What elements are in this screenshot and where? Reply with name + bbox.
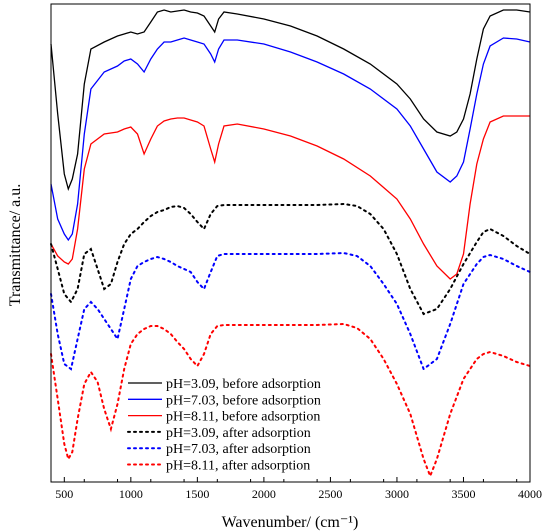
x-tick-label: 3000 bbox=[385, 487, 409, 501]
series-line-2 bbox=[50, 37, 531, 242]
legend-label-3: pH=8.11, before adsorption bbox=[166, 410, 320, 425]
plot-frame bbox=[50, 3, 531, 483]
legend-label-1: pH=3.09, before adsorption bbox=[166, 377, 321, 392]
x-tick-label: 4000 bbox=[518, 487, 542, 501]
legend-label-2: pH=7.03, before adsorption bbox=[166, 393, 321, 408]
series-line-1 bbox=[50, 9, 531, 192]
x-axis: 500 1000 1500 2000 2500 3000 3500 4000 bbox=[50, 477, 542, 501]
legend-label-6: pH=8.11, after adsorption bbox=[166, 459, 310, 474]
plot-lines bbox=[50, 9, 531, 479]
series-line-3 bbox=[50, 115, 530, 280]
x-tick-label: 500 bbox=[55, 487, 73, 501]
x-tick-label: 2000 bbox=[252, 487, 276, 501]
series-line-4 bbox=[50, 202, 531, 316]
x-tick-label: 3500 bbox=[451, 487, 475, 501]
legend-label-4: pH=3.09, after adsorption bbox=[166, 426, 311, 441]
series-line-6 bbox=[50, 322, 531, 479]
y-axis-title: Transmittance/ a.u. bbox=[7, 184, 24, 307]
legend-label-5: pH=7.03, after adsorption bbox=[166, 442, 311, 457]
x-axis-title: Wavenumber/ (cm⁻¹) bbox=[222, 514, 359, 531]
series-line-5 bbox=[50, 251, 531, 371]
x-tick-label: 1500 bbox=[185, 487, 209, 501]
x-tick-label: 1000 bbox=[119, 487, 143, 501]
x-tick-label: 2500 bbox=[318, 487, 342, 501]
